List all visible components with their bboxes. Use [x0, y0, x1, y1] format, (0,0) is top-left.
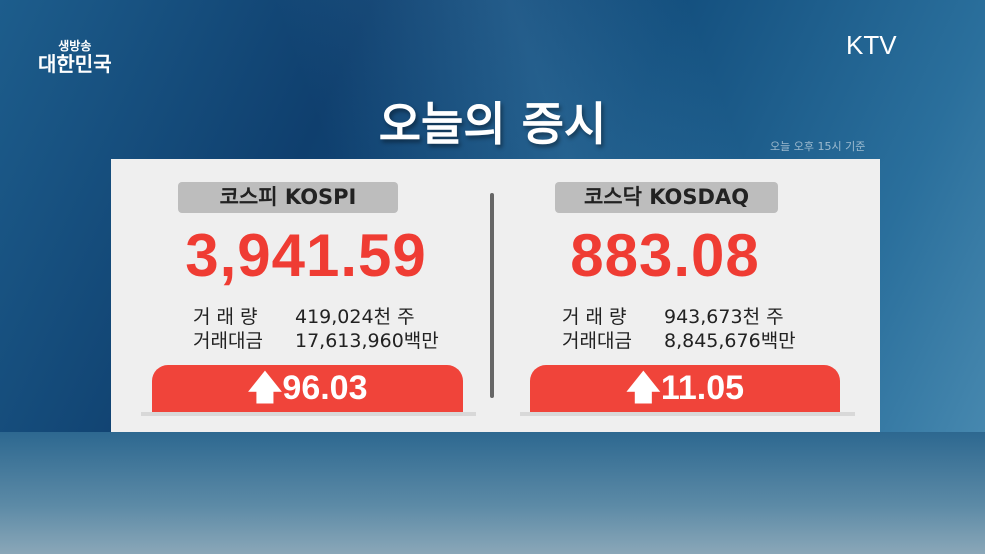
change-badge: 🡅11.05: [530, 365, 840, 412]
market-label: 코스피 KOSPI: [178, 182, 398, 213]
volume-value: 943,673천 주: [664, 306, 784, 328]
channel-logo: KTV: [846, 30, 897, 60]
badge-shadow: [141, 412, 476, 416]
divider: [490, 193, 494, 398]
kosdaq-card: 코스닥 KOSDAQ 883.08 거 래 량 943,673천 주 거래대금 8,…: [495, 159, 880, 432]
stats: 거 래 량 419,024천 주 거래대금 17,613,960백만: [193, 305, 439, 353]
market-panel: 코스피 KOSPI 3,941.59 거 래 량 419,024천 주 거래대금 1…: [111, 159, 880, 432]
index-value: 883.08: [570, 222, 760, 289]
badge-shadow: [520, 412, 855, 416]
page-title: 오늘의 증시: [378, 97, 607, 151]
amount-value: 17,613,960백만: [295, 330, 439, 352]
change-value: 96.03: [282, 369, 368, 407]
index-value: 3,941.59: [185, 222, 427, 289]
change-badge: 🡅96.03: [152, 365, 463, 412]
market-label: 코스닥 KOSDAQ: [555, 182, 778, 213]
amount-label: 거래대금: [193, 330, 263, 352]
kospi-card: 코스피 KOSPI 3,941.59 거 래 량 419,024천 주 거래대금 1…: [111, 159, 491, 432]
amount-value: 8,845,676백만: [664, 330, 796, 352]
volume-value: 419,024천 주: [295, 306, 415, 328]
volume-label: 거 래 량: [562, 306, 627, 328]
background-bottom: [0, 432, 985, 554]
time-note: 오늘 오후 15시 기준: [770, 140, 866, 153]
amount-label: 거래대금: [562, 330, 632, 352]
logo-big: 대한민국: [38, 52, 112, 76]
arrow-up-icon: 🡅: [247, 369, 283, 407]
change-value: 11.05: [660, 369, 745, 407]
logo-small: 생방송: [58, 39, 92, 53]
program-logo: 생방송 대한민국: [38, 40, 112, 74]
volume-label: 거 래 량: [193, 306, 258, 328]
stats: 거 래 량 943,673천 주 거래대금 8,845,676백만: [562, 305, 796, 353]
arrow-up-icon: 🡅: [625, 369, 661, 407]
